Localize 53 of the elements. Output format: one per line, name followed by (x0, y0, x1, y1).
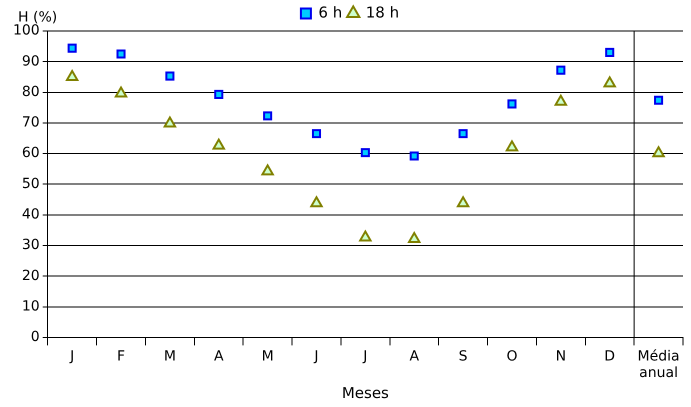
point (116, 49, 126, 59)
y-tick-label: 40 (22, 206, 40, 222)
point (114, 86, 128, 98)
x-tick-label: F (116, 348, 126, 364)
x-tick-label: J (362, 348, 368, 364)
point (604, 76, 616, 88)
y-tick-label: 90 (22, 53, 40, 70)
point (507, 99, 516, 108)
point (263, 111, 272, 120)
legend-label: 18 h (366, 3, 400, 22)
point (410, 151, 419, 161)
legend-label: 6 h (318, 3, 342, 22)
point (652, 146, 665, 158)
y-tick-label: 100 (12, 22, 40, 39)
point (66, 70, 78, 81)
y-tick-label: 50 (22, 176, 40, 192)
x-tick-label: A (214, 348, 224, 364)
x-tick-label: M (262, 348, 274, 364)
y-tick-label: 70 (22, 114, 40, 131)
x-tick-label: J (313, 348, 319, 364)
y-tick-label: 60 (22, 145, 40, 162)
y-tick-label: 10 (22, 298, 40, 314)
point (605, 48, 614, 57)
x-tick-label: D (604, 348, 616, 364)
x-tick-label: S (458, 348, 468, 364)
point (506, 140, 518, 152)
y-tick-label: 80 (22, 84, 40, 100)
y-tick-label: 20 (22, 268, 40, 284)
point (261, 164, 274, 176)
point (164, 116, 176, 128)
y-tick-label: 30 (22, 237, 40, 254)
point (165, 72, 174, 81)
point (408, 232, 420, 244)
point (458, 129, 468, 138)
point (554, 94, 568, 106)
point (312, 129, 322, 138)
point (212, 138, 225, 150)
point (214, 90, 224, 99)
point (310, 196, 323, 208)
x-tick-label: Média anual (638, 348, 680, 382)
point (556, 66, 566, 75)
point (68, 44, 77, 53)
x-axis-title: Meses (342, 384, 390, 402)
x-tick-label: J (69, 348, 74, 364)
x-tick-label: N (556, 348, 566, 364)
x-tick-label: A (409, 348, 420, 364)
point (654, 96, 664, 105)
y-tick-label: 0 (30, 329, 40, 346)
x-tick-label: M (164, 348, 176, 364)
point (360, 148, 370, 158)
point (456, 196, 470, 208)
x-tick-label: O (506, 348, 518, 364)
point (359, 230, 372, 242)
